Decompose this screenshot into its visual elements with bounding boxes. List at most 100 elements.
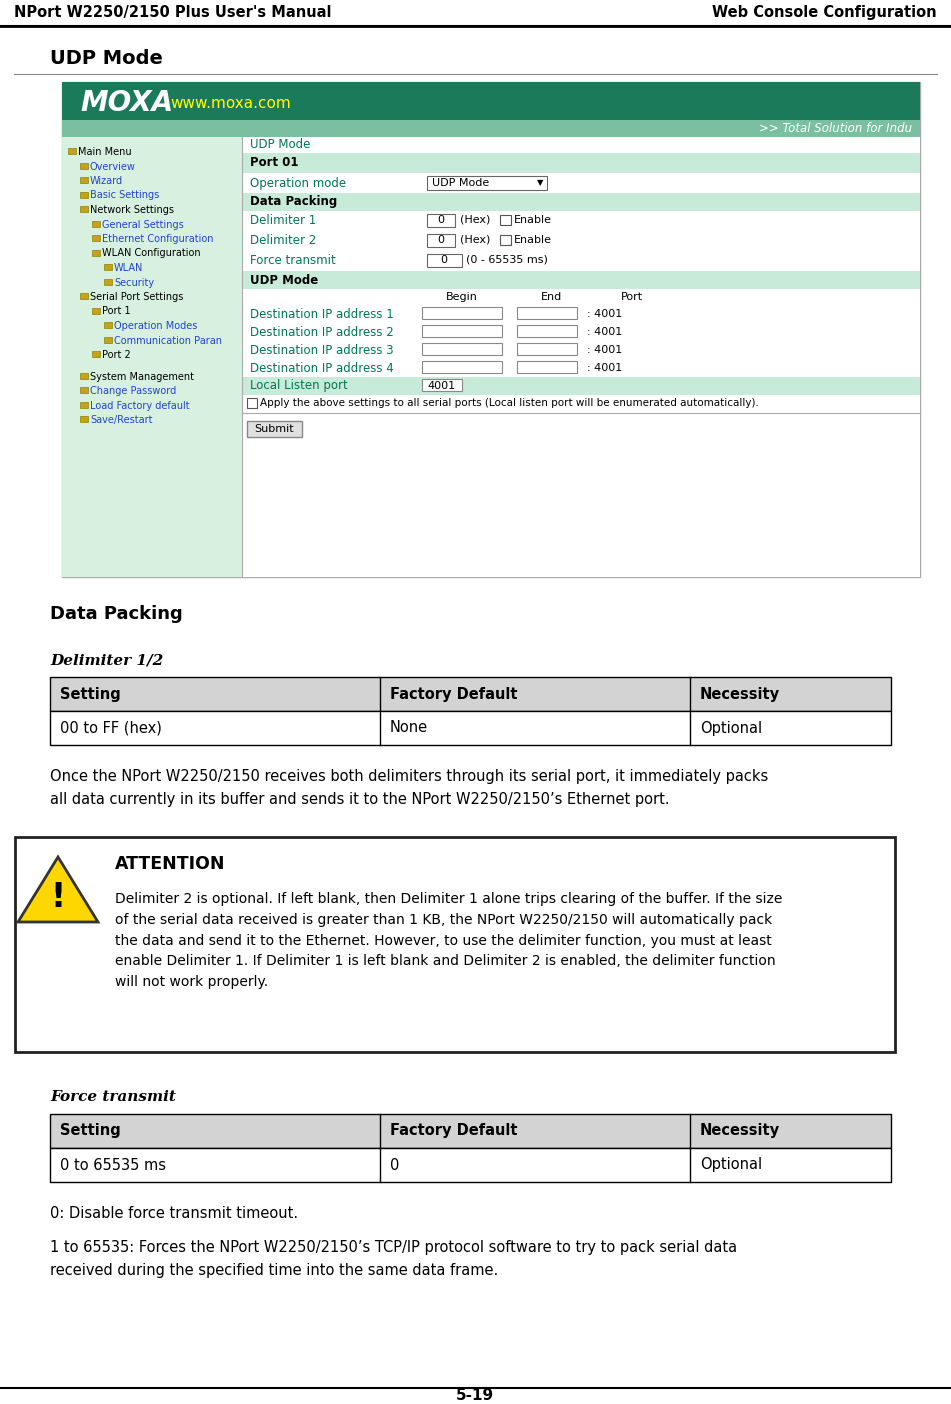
Text: Port: Port <box>621 292 643 302</box>
FancyBboxPatch shape <box>242 211 920 232</box>
Text: General Settings: General Settings <box>102 219 184 229</box>
Text: !: ! <box>50 880 66 914</box>
Text: Begin: Begin <box>446 292 478 302</box>
Text: Basic Settings: Basic Settings <box>90 191 159 201</box>
FancyBboxPatch shape <box>242 153 920 173</box>
FancyBboxPatch shape <box>80 191 87 198</box>
Text: Submit: Submit <box>254 424 294 434</box>
Text: UDP Mode: UDP Mode <box>250 274 319 286</box>
Text: Factory Default: Factory Default <box>390 687 517 702</box>
FancyBboxPatch shape <box>517 307 577 319</box>
FancyBboxPatch shape <box>62 119 920 138</box>
Text: Operation mode: Operation mode <box>250 177 346 190</box>
Text: www.moxa.com: www.moxa.com <box>170 95 291 111</box>
FancyBboxPatch shape <box>500 215 511 225</box>
Text: ▼: ▼ <box>537 178 544 188</box>
Text: : 4001: : 4001 <box>587 327 622 337</box>
Text: Setting: Setting <box>60 1123 121 1139</box>
Text: Destination IP address 1: Destination IP address 1 <box>250 307 394 320</box>
FancyBboxPatch shape <box>68 147 76 154</box>
Text: Wizard: Wizard <box>90 176 123 185</box>
FancyBboxPatch shape <box>80 293 87 299</box>
FancyBboxPatch shape <box>104 337 112 343</box>
FancyBboxPatch shape <box>50 1148 891 1182</box>
Text: (Hex): (Hex) <box>460 234 491 246</box>
Text: : 4001: : 4001 <box>587 309 622 319</box>
Text: Once the NPort W2250/2150 receives both delimiters through its serial port, it i: Once the NPort W2250/2150 receives both … <box>50 769 768 807</box>
FancyBboxPatch shape <box>517 361 577 373</box>
Text: Data Packing: Data Packing <box>250 195 338 209</box>
Text: UDP Mode: UDP Mode <box>432 178 489 188</box>
Text: Communication Paran: Communication Paran <box>114 336 222 345</box>
Text: Force transmit: Force transmit <box>250 254 336 268</box>
FancyBboxPatch shape <box>62 81 920 119</box>
Text: Optional: Optional <box>700 1157 762 1172</box>
Text: Delimiter 1: Delimiter 1 <box>250 215 317 227</box>
FancyBboxPatch shape <box>422 324 502 337</box>
FancyBboxPatch shape <box>242 378 920 395</box>
Text: 0: Disable force transmit timeout.: 0: Disable force transmit timeout. <box>50 1206 298 1221</box>
FancyBboxPatch shape <box>242 395 920 411</box>
Text: Delimiter 1/2: Delimiter 1/2 <box>50 653 164 667</box>
FancyBboxPatch shape <box>242 173 920 192</box>
FancyBboxPatch shape <box>242 138 920 153</box>
FancyBboxPatch shape <box>80 206 87 212</box>
FancyBboxPatch shape <box>50 710 891 746</box>
FancyBboxPatch shape <box>242 232 920 251</box>
Text: Change Password: Change Password <box>90 386 176 396</box>
FancyBboxPatch shape <box>80 163 87 168</box>
FancyBboxPatch shape <box>92 307 100 313</box>
Text: (0 - 65535 ms): (0 - 65535 ms) <box>466 256 548 265</box>
FancyBboxPatch shape <box>242 359 920 378</box>
FancyBboxPatch shape <box>92 250 100 256</box>
Text: NPort W2250/2150 Plus User's Manual: NPort W2250/2150 Plus User's Manual <box>14 6 332 21</box>
Text: : 4001: : 4001 <box>587 345 622 355</box>
Text: ATTENTION: ATTENTION <box>115 855 225 873</box>
FancyBboxPatch shape <box>80 416 87 423</box>
FancyBboxPatch shape <box>517 343 577 355</box>
FancyBboxPatch shape <box>427 213 455 227</box>
Text: Destination IP address 2: Destination IP address 2 <box>250 326 394 338</box>
FancyBboxPatch shape <box>247 421 302 437</box>
Text: End: End <box>541 292 563 302</box>
FancyBboxPatch shape <box>80 388 87 393</box>
Text: Factory Default: Factory Default <box>390 1123 517 1139</box>
Text: 0: 0 <box>437 215 444 225</box>
Text: Necessity: Necessity <box>700 1123 780 1139</box>
Text: MOXA: MOXA <box>80 88 173 117</box>
FancyBboxPatch shape <box>242 289 920 305</box>
Text: 0: 0 <box>390 1157 399 1172</box>
Text: Local Listen port: Local Listen port <box>250 379 348 393</box>
FancyBboxPatch shape <box>80 402 87 407</box>
Text: Ethernet Configuration: Ethernet Configuration <box>102 234 214 244</box>
Text: Necessity: Necessity <box>700 687 780 702</box>
FancyBboxPatch shape <box>427 176 547 190</box>
Text: Port 01: Port 01 <box>250 156 299 170</box>
Text: >> Total Solution for Indu: >> Total Solution for Indu <box>759 122 912 135</box>
Text: 0: 0 <box>440 256 448 265</box>
FancyBboxPatch shape <box>427 234 455 247</box>
Text: Enable: Enable <box>514 234 552 246</box>
FancyBboxPatch shape <box>242 323 920 341</box>
FancyBboxPatch shape <box>427 254 462 267</box>
Text: Enable: Enable <box>514 215 552 225</box>
Text: Data Packing: Data Packing <box>50 605 183 623</box>
FancyBboxPatch shape <box>15 837 895 1052</box>
Text: Port 1: Port 1 <box>102 306 130 316</box>
Text: Force transmit: Force transmit <box>50 1090 176 1104</box>
FancyBboxPatch shape <box>247 397 257 409</box>
FancyBboxPatch shape <box>242 138 920 577</box>
Text: 1 to 65535: Forces the NPort W2250/2150’s TCP/IP protocol software to try to pac: 1 to 65535: Forces the NPort W2250/2150’… <box>50 1240 737 1278</box>
Text: Network Settings: Network Settings <box>90 205 174 215</box>
Text: 00 to FF (hex): 00 to FF (hex) <box>60 720 162 736</box>
Text: 5-19: 5-19 <box>456 1389 495 1404</box>
Text: Delimiter 2 is optional. If left blank, then Delimiter 1 alone trips clearing of: Delimiter 2 is optional. If left blank, … <box>115 892 783 990</box>
FancyBboxPatch shape <box>104 278 112 285</box>
FancyBboxPatch shape <box>92 220 100 226</box>
Text: Save/Restart: Save/Restart <box>90 416 152 425</box>
Text: Optional: Optional <box>700 720 762 736</box>
Text: Load Factory default: Load Factory default <box>90 400 189 411</box>
Text: 0 to 65535 ms: 0 to 65535 ms <box>60 1157 166 1172</box>
Text: WLAN: WLAN <box>114 263 144 272</box>
Text: Main Menu: Main Menu <box>78 147 131 157</box>
